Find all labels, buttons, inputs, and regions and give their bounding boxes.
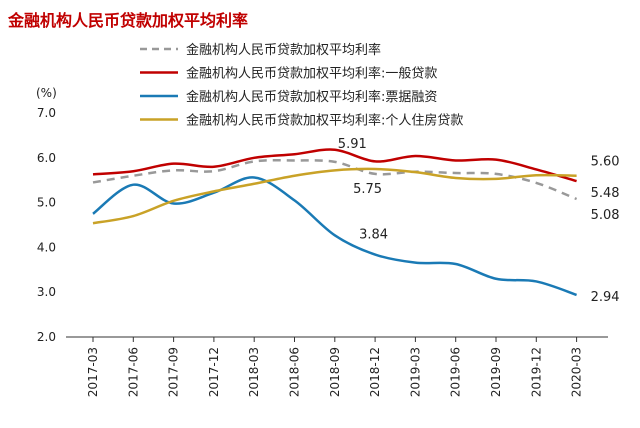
legend-label-1: 金融机构人民币贷款加权平均利率:一般贷款: [186, 66, 437, 82]
x-tick-label: 2017-12: [207, 347, 221, 397]
data-label: 5.91: [338, 137, 367, 152]
series-line-2: [92, 176, 578, 297]
x-tick-label: 2018-09: [328, 347, 342, 397]
x-tick-label: 2019-09: [489, 347, 503, 397]
y-tick-label: 3.0: [37, 285, 56, 299]
y-axis: 7.0 6.0 5.0 4.0 3.0 2.0: [37, 106, 56, 344]
data-label: 5.60: [591, 155, 620, 170]
y-tick-label: 4.0: [37, 240, 56, 254]
x-tick-label: 2019-12: [529, 347, 543, 397]
legend: 金融机构人民币贷款加权平均利率金融机构人民币贷款加权平均利率:一般贷款金融机构人…: [140, 42, 463, 129]
x-tick-label: 2017-06: [126, 347, 140, 397]
x-tick-label: 2017-03: [86, 347, 100, 397]
x-tick-label: 2019-03: [408, 347, 422, 397]
x-tick-label: 2018-06: [288, 347, 302, 397]
series-line-3: [92, 167, 577, 225]
data-label: 5.48: [591, 186, 620, 201]
legend-label-0: 金融机构人民币贷款加权平均利率: [186, 42, 381, 58]
data-label: 3.84: [359, 228, 388, 243]
series-line-0: [92, 158, 578, 201]
x-tick-label: 2019-06: [449, 347, 463, 397]
x-tick-label: 2017-09: [167, 347, 181, 397]
x-tick-label: 2020-03: [570, 347, 584, 397]
y-tick-label: 2.0: [37, 330, 56, 344]
legend-label-3: 金融机构人民币贷款加权平均利率:个人住房贷款: [186, 113, 463, 129]
chart-title: 金融机构人民币贷款加权平均利率: [7, 11, 248, 30]
y-tick-label: 5.0: [37, 196, 56, 210]
data-labels: 5.91 5.75 3.84 5.60 5.48 5.08 2.94: [338, 137, 620, 305]
y-axis-unit: (%): [36, 86, 57, 100]
x-tick-label: 2018-03: [247, 347, 261, 397]
series-line-1: [92, 148, 577, 183]
legend-label-2: 金融机构人民币贷款加权平均利率:票据融资: [186, 89, 437, 105]
y-tick-label: 6.0: [37, 151, 56, 165]
x-axis: 2017-03 2017-06 2017-09 2017-12 2018-03 2018-…: [66, 336, 608, 397]
x-tick-label: 2018-12: [368, 347, 382, 397]
data-label: 5.75: [353, 182, 382, 197]
data-label: 5.08: [591, 208, 620, 223]
y-tick-label: 7.0: [37, 106, 56, 120]
data-label: 2.94: [591, 290, 620, 305]
series-lines: [92, 148, 578, 297]
